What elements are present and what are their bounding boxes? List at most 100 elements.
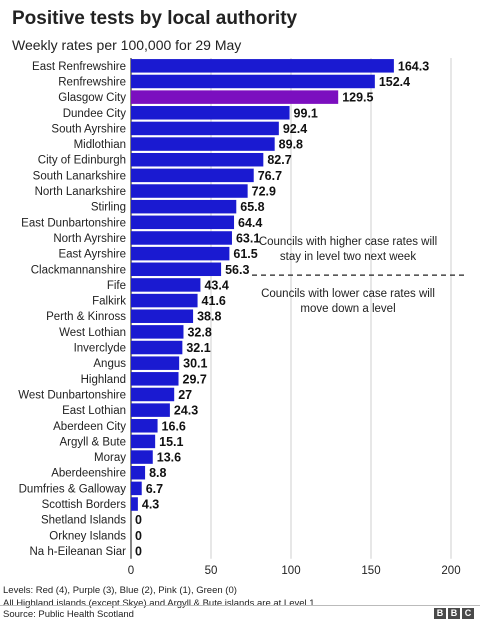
bar [131,152,264,167]
bar [131,309,194,323]
category-label: Aberdeenshire [51,468,126,480]
category-label: South Ayrshire [51,123,126,135]
category-label: Na h-Eileanan Siar [29,546,126,558]
threshold-annotation: Councils with higher case rates will stay… [252,236,465,315]
chart-title: Positive tests by local authority [12,8,298,29]
chart-notes: Levels: Red (4), Purple (3), Blue (2), P… [3,585,315,610]
chart-subtitle: Weekly rates per 100,000 for 29 May [12,37,242,53]
value-label: 56.3 [225,263,249,277]
value-label: 99.1 [294,106,318,120]
category-label: City of Edinburgh [38,155,126,167]
x-tick-label: 150 [361,565,380,577]
bar [131,434,156,449]
source-text: Source: Public Health Scotland [3,609,134,620]
x-tick-label: 100 [281,565,300,577]
bar [131,184,248,198]
value-label: 72.9 [252,185,276,199]
category-label: Clackmannanshire [31,264,126,276]
category-label: Dumfries & Galloway [19,483,127,495]
bar [131,106,290,120]
bar-chart: East Renfrewshire Renfrewshire Glasgow Cit… [18,58,465,577]
bar [131,121,279,136]
value-label: 76.7 [258,169,282,183]
category-label: Falkirk [92,296,126,308]
value-label: 63.1 [236,231,260,245]
logo-letter: B [448,608,460,619]
bar [131,59,394,73]
value-label: 32.1 [186,341,210,355]
bar [131,262,222,277]
category-label: Angus [93,358,126,370]
bar [131,403,170,417]
logo-letter: B [434,608,446,619]
value-label: 24.3 [174,404,198,418]
value-label: 164.3 [398,59,429,73]
value-label: 65.8 [240,200,264,214]
bar [131,450,153,464]
category-label: Midlothian [74,139,126,151]
category-label: Inverclyde [74,343,126,355]
value-label: 129.5 [342,91,373,105]
value-label: 43.4 [204,278,228,292]
category-label: Argyll & Bute [60,436,126,448]
bbc-logo: B B C [434,608,474,619]
value-label: 32.8 [187,325,211,339]
category-label: South Lanarkshire [33,170,126,182]
value-labels: 164.3152.4129.599.192.489.882.776.772.96… [135,59,429,558]
category-label: East Ayrshire [58,249,126,261]
category-label: North Lanarkshire [35,186,126,198]
annotation-higher: Councils with higher case rates will [259,236,437,248]
category-label: Orkney Islands [49,530,126,542]
bar [131,325,184,339]
category-label: East Renfrewshire [32,61,126,73]
bar [131,246,230,261]
category-label: East Lothian [62,405,126,417]
category-label: Glasgow City [58,92,126,104]
x-tick-label: 200 [441,565,460,577]
value-label: 61.5 [233,247,257,261]
annotation-higher: stay in level two next week [280,251,416,263]
value-label: 0 [135,544,142,558]
bar [131,356,180,370]
category-label: Highland [81,374,126,386]
category-label: Moray [94,452,126,464]
value-label: 152.4 [379,75,410,89]
value-label: 4.3 [142,498,159,512]
category-label: Perth & Kinross [46,311,126,323]
logo-letter: C [462,608,474,619]
value-label: 82.7 [267,153,291,167]
value-label: 29.7 [183,372,207,386]
value-label: 64.4 [238,216,262,230]
bar [131,372,179,386]
bar [131,481,142,496]
category-label: West Lothian [59,327,126,339]
value-label: 38.8 [197,310,221,324]
value-label: 15.1 [159,435,183,449]
bar [131,278,201,292]
bars [131,59,394,511]
value-label: 27 [178,388,192,402]
bar [131,215,235,230]
bar [131,387,175,402]
x-axis-ticks: 0 50 100 150 200 [128,565,461,577]
value-label: 6.7 [146,482,163,496]
bar [131,465,146,480]
category-label: Scottish Borders [42,499,127,511]
category-label: Renfrewshire [58,76,126,88]
value-label: 0 [135,513,142,527]
bar [131,74,375,89]
annotation-lower: Councils with lower case rates will [261,288,435,300]
bar [131,137,275,151]
value-label: 89.8 [279,138,303,152]
annotation-lower: move down a level [300,303,395,315]
value-label: 30.1 [183,357,207,371]
footer-divider [0,605,480,606]
x-tick-label: 50 [205,565,218,577]
value-label: 92.4 [283,122,307,136]
bar [131,419,158,433]
value-label: 16.6 [162,419,186,433]
value-label: 0 [135,529,142,543]
category-label: Shetland Islands [41,515,126,527]
category-label: Aberdeen City [53,421,126,433]
x-tick-label: 0 [128,565,134,577]
